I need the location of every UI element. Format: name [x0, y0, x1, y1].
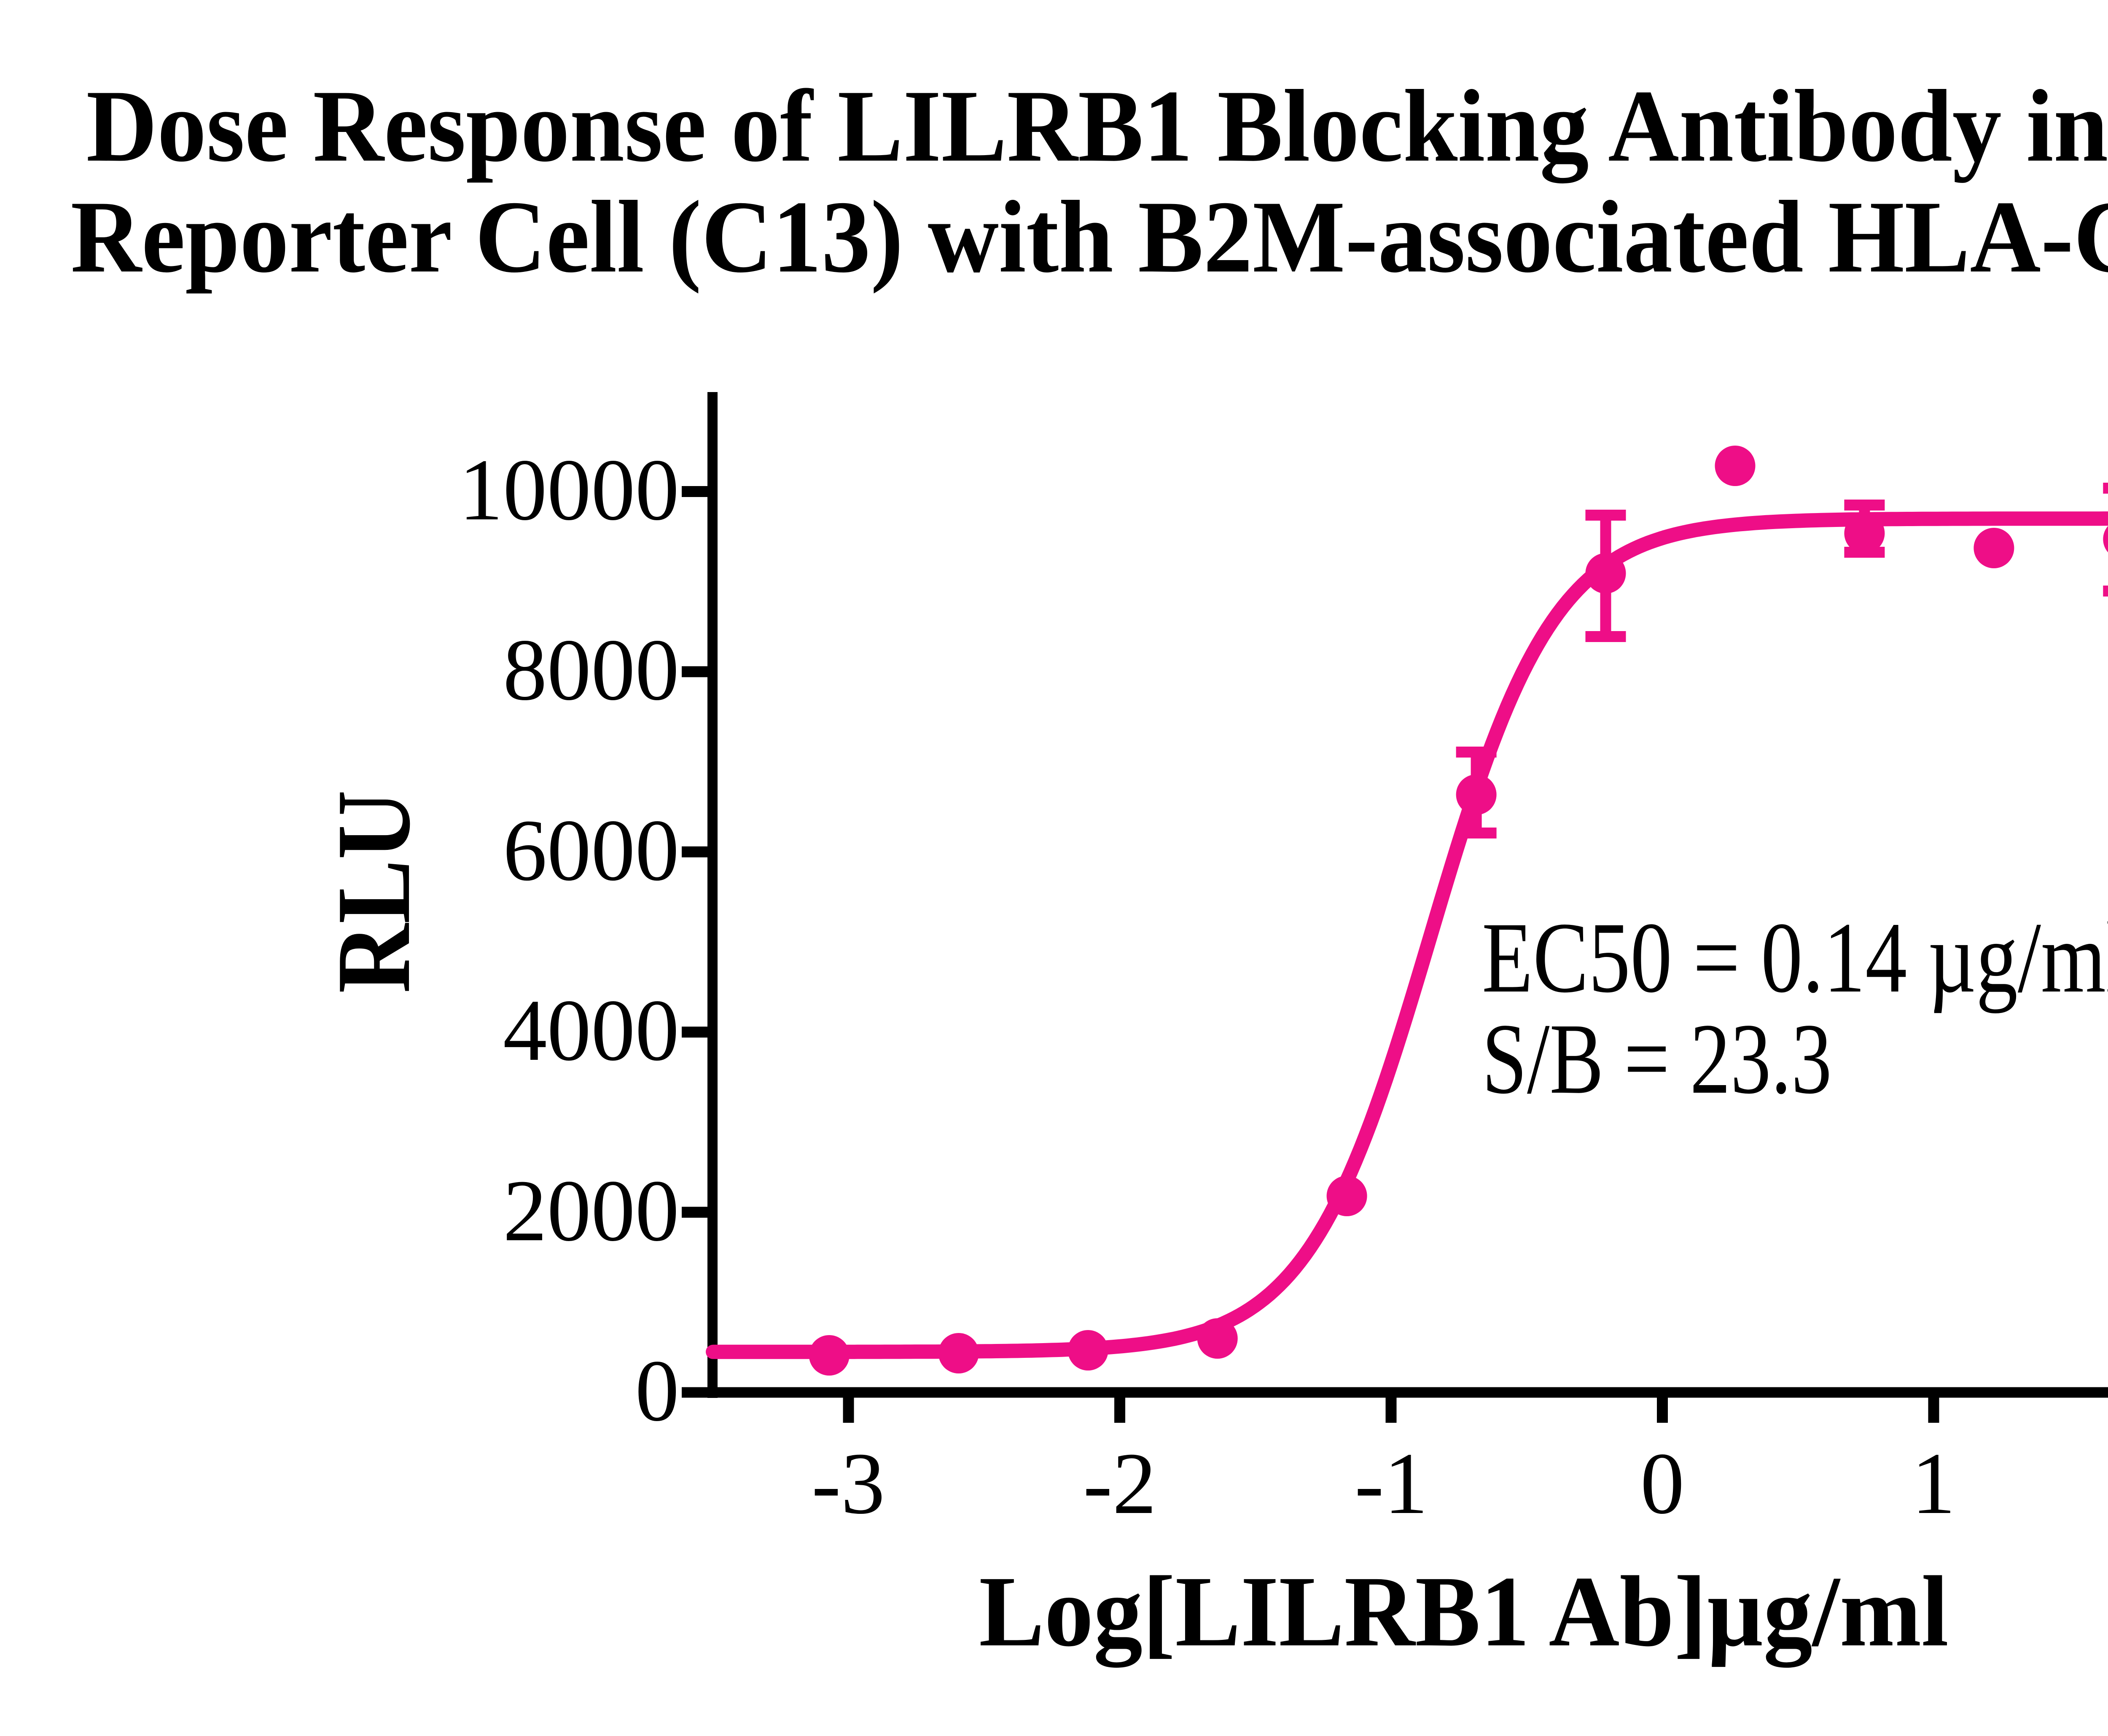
svg-text:EC50 = 0.14 µg/ml: EC50 = 0.14 µg/ml: [1482, 901, 2108, 1013]
svg-text:4000: 4000: [503, 982, 679, 1079]
svg-text:2000: 2000: [503, 1162, 679, 1260]
svg-text:RLU: RLU: [315, 790, 432, 993]
svg-text:Dose Response of LILRB1 Blocki: Dose Response of LILRB1 Blocking Antibod…: [86, 69, 2108, 183]
svg-text:0: 0: [1640, 1435, 1685, 1532]
svg-text:10000: 10000: [459, 441, 680, 539]
svg-text:S/B = 23.3: S/B = 23.3: [1482, 1002, 1832, 1115]
svg-text:-1: -1: [1355, 1435, 1428, 1532]
svg-text:-3: -3: [812, 1435, 885, 1532]
svg-text:1: 1: [1912, 1435, 1956, 1532]
svg-text:0: 0: [635, 1342, 680, 1440]
svg-text:6000: 6000: [503, 802, 679, 899]
svg-text:Log[LILRB1 Ab]µg/ml: Log[LILRB1 Ab]µg/ml: [979, 1555, 1949, 1668]
svg-text:-2: -2: [1083, 1435, 1156, 1532]
svg-text:8000: 8000: [503, 621, 679, 719]
svg-text:Reporter Cell (C13) with B2M-a: Reporter Cell (C13) with B2M-associated …: [71, 180, 2108, 294]
